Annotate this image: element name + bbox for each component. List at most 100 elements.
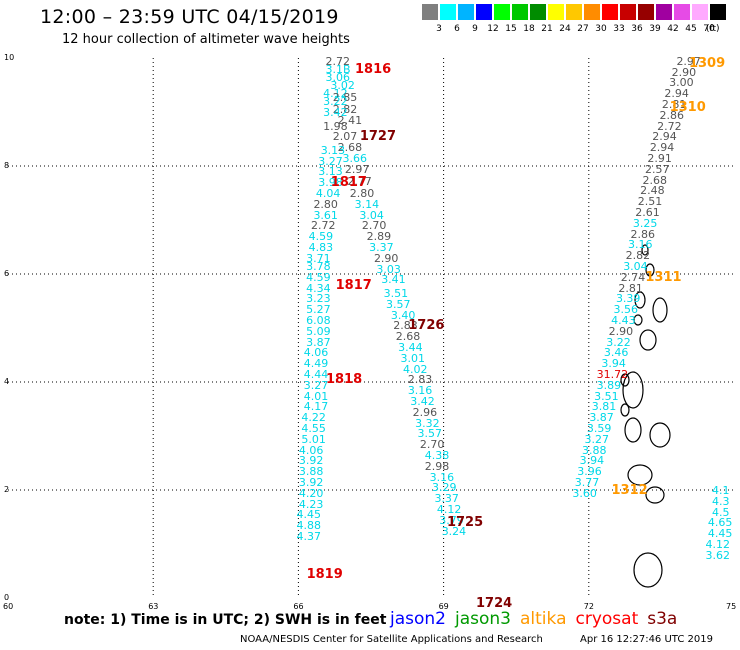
wave-height-value: 2.85 bbox=[332, 90, 358, 104]
wave-height-value: 3.56 bbox=[613, 303, 639, 317]
wave-height-value: 3.13 bbox=[318, 165, 343, 179]
wave-height-value: 4.59 bbox=[306, 270, 331, 284]
wave-height-value: 2.94 bbox=[652, 130, 677, 144]
wave-height-value: 3.96 bbox=[577, 465, 602, 479]
wave-height-value: 2.80 bbox=[349, 187, 375, 200]
wave-height-value: 3.40 bbox=[390, 308, 416, 322]
wave-height-value: 2.82 bbox=[625, 249, 651, 263]
wave-height-value: 2.51 bbox=[637, 195, 663, 209]
wave-height-value: 3.27 bbox=[318, 154, 343, 168]
wave-height-value: 2.72 bbox=[311, 219, 336, 233]
wave-height-value: 3.92 bbox=[298, 475, 324, 489]
legend-label: 27 bbox=[577, 24, 589, 34]
wave-height-value: 5.09 bbox=[306, 324, 331, 338]
pass-time-label: 1817 bbox=[335, 277, 372, 293]
wave-height-value: 2.61 bbox=[635, 205, 660, 219]
wave-height-value: 3.60 bbox=[572, 486, 597, 500]
wave-height-value: 2.68 bbox=[395, 330, 421, 344]
wave-height-value: 3.16 bbox=[429, 470, 455, 484]
legend-unit: (ft) bbox=[706, 24, 720, 34]
island-outline bbox=[633, 314, 643, 326]
pass-time-label: 1726 bbox=[408, 318, 445, 334]
wave-height-value: 4.37 bbox=[296, 529, 322, 543]
units-note: note: 1) Time is in UTC; 2) SWH is in fe… bbox=[64, 612, 387, 628]
wave-height-value: 4.59 bbox=[308, 230, 334, 244]
pass-time-label: 1816 bbox=[355, 61, 392, 77]
wave-height-value: 3.94 bbox=[579, 454, 605, 468]
wave-height-value: 2.80 bbox=[313, 197, 338, 211]
wave-height-value: 3.37 bbox=[369, 241, 394, 254]
legend-label: 3 bbox=[436, 24, 442, 34]
credit-line: NOAA/NESDIS Center for Satellite Applica… bbox=[240, 634, 543, 645]
wave-height-value: 3.87 bbox=[589, 411, 614, 425]
legend-swatch bbox=[710, 4, 726, 20]
pass-time-label: 1819 bbox=[306, 566, 343, 582]
wave-height-value: 3.06 bbox=[325, 70, 351, 84]
wave-height-value: 4.45 bbox=[707, 527, 733, 541]
wave-height-value: 3.41 bbox=[381, 273, 406, 287]
island-outline bbox=[622, 371, 644, 409]
wave-height-value: 2.81 bbox=[618, 281, 643, 295]
wave-height-value: 3.88 bbox=[298, 465, 324, 479]
wave-height-value: 3.78 bbox=[306, 259, 331, 273]
wave-height-value: 3.61 bbox=[313, 208, 338, 222]
wave-height-value: 3.42 bbox=[323, 106, 348, 119]
legend-swatch bbox=[476, 4, 492, 20]
x-tick-label: 63 bbox=[148, 602, 159, 611]
legend-swatch bbox=[638, 4, 654, 20]
island-outline bbox=[633, 552, 663, 588]
map-title: 12:00 – 23:59 UTC 04/15/2019 bbox=[40, 6, 339, 28]
wave-height-value: 2.70 bbox=[419, 438, 445, 452]
wave-height-value: 3.37 bbox=[434, 492, 459, 506]
wave-height-value: 3.88 bbox=[582, 443, 607, 457]
wave-height-value: 3.51 bbox=[594, 389, 619, 403]
wave-height-value: 6.08 bbox=[306, 313, 331, 327]
wave-height-value: 4.3 bbox=[712, 494, 730, 508]
wave-height-value: 2.57 bbox=[644, 162, 670, 176]
wave-height-value: 1.98 bbox=[323, 119, 348, 133]
wave-height-value: 3.87 bbox=[306, 335, 331, 349]
wave-height-value: 3.77 bbox=[574, 475, 600, 489]
x-tick-label: 72 bbox=[583, 602, 594, 611]
wave-height-value: 3.32 bbox=[415, 416, 440, 430]
wave-height-value: 2.72 bbox=[657, 119, 682, 133]
legend-swatch bbox=[674, 4, 690, 20]
legend-swatch bbox=[656, 4, 672, 20]
wave-height-value: 2.48 bbox=[640, 184, 665, 198]
island-outline bbox=[645, 486, 665, 504]
wave-height-value: 3.27 bbox=[584, 432, 609, 446]
wave-height-value: 3.29 bbox=[432, 481, 457, 495]
legend-swatch bbox=[602, 4, 618, 20]
wave-height-value: 4.12 bbox=[323, 87, 348, 101]
island-outline bbox=[652, 297, 668, 323]
legend-label: 12 bbox=[487, 24, 499, 34]
wave-height-value: 2.07 bbox=[332, 130, 358, 144]
wave-height-value: 5.27 bbox=[306, 303, 331, 317]
wave-height-value: 4.12 bbox=[436, 502, 462, 516]
wave-height-value: 4.04 bbox=[315, 187, 341, 200]
satellite-name: jason3 bbox=[455, 609, 511, 629]
pass-time-label: 1818 bbox=[325, 372, 363, 388]
x-tick-label: 69 bbox=[438, 602, 449, 611]
wave-height-value: 2.83 bbox=[407, 373, 433, 387]
wave-height-value: 3.57 bbox=[386, 297, 411, 311]
wave-height-value: 2.89 bbox=[366, 230, 392, 244]
wave-height-value: 4.06 bbox=[303, 346, 329, 360]
wave-height-value: 2.72 bbox=[325, 54, 351, 68]
wave-height-value: 2.91 bbox=[647, 151, 672, 165]
legend-label: 24 bbox=[559, 24, 571, 34]
wave-height-value: 3.04 bbox=[623, 259, 648, 273]
legend-label: 15 bbox=[505, 24, 517, 34]
wave-height-value: 2.70 bbox=[361, 219, 387, 233]
legend-label: 6 bbox=[454, 24, 460, 34]
wave-height-value: 2.94 bbox=[664, 87, 689, 101]
satellite-name: cryosat bbox=[575, 609, 639, 629]
wave-height-value: 2.86 bbox=[659, 108, 685, 122]
wave-height-value: 2.74 bbox=[620, 270, 646, 284]
wave-height-value: 3.59 bbox=[586, 421, 612, 435]
legend-label: 30 bbox=[595, 24, 607, 34]
island-outline bbox=[641, 244, 649, 256]
wave-height-value: 3.89 bbox=[596, 378, 622, 392]
wave-height-value: 2.94 bbox=[649, 141, 675, 155]
